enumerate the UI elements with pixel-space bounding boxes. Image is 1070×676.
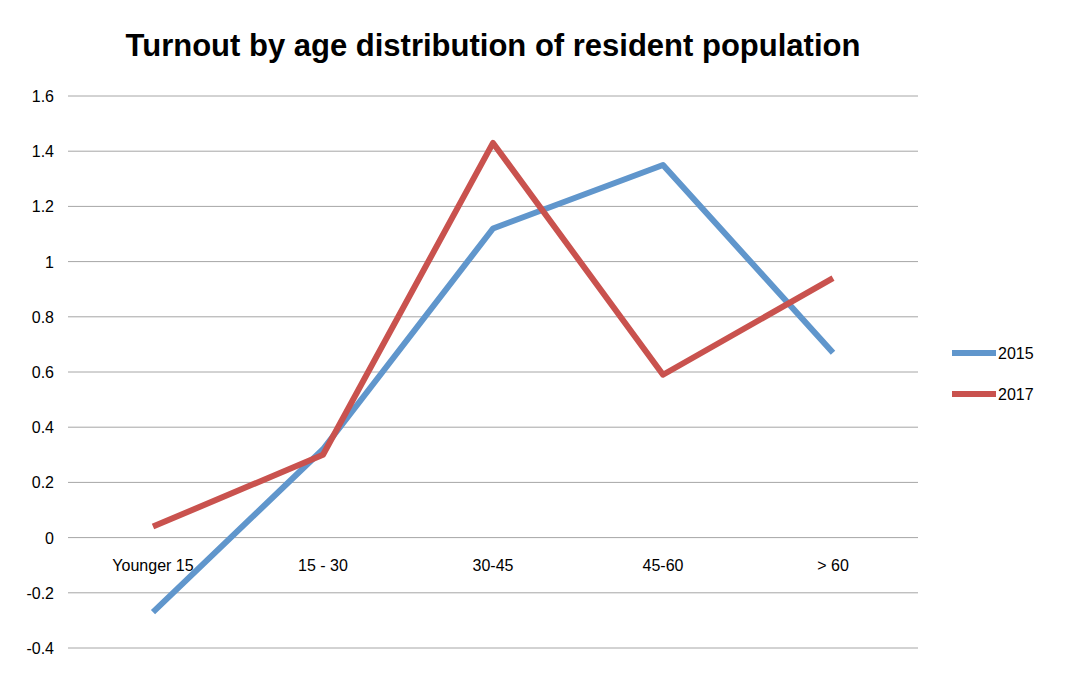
x-tick-label: 30-45 — [473, 557, 514, 574]
y-tick-label: 1.2 — [32, 198, 54, 215]
grid-line — [68, 96, 918, 97]
series-line — [153, 143, 833, 527]
grid-line — [68, 537, 918, 538]
grid-line — [68, 372, 918, 373]
grid-line — [68, 206, 918, 207]
y-tick-label: -0.4 — [26, 640, 54, 657]
y-tick-label: 0.4 — [32, 419, 54, 436]
grid-line — [68, 427, 918, 428]
series-line — [153, 165, 833, 612]
x-tick-label: 45-60 — [643, 557, 684, 574]
grid-line — [68, 316, 918, 317]
grid-line — [68, 648, 918, 649]
plot-area — [153, 143, 833, 612]
grid-line — [68, 261, 918, 262]
legend-label: 2017 — [998, 386, 1034, 403]
x-tick-label: > 60 — [817, 557, 849, 574]
x-tick-label: 15 - 30 — [298, 557, 348, 574]
title: Turnout by age distribution of resident … — [126, 28, 861, 63]
x-tick-label: Younger 15 — [112, 557, 193, 574]
legend-swatch — [952, 350, 996, 356]
grid-line — [68, 151, 918, 152]
y-tick-label: 1.6 — [32, 88, 54, 105]
y-tick-label: -0.2 — [26, 585, 54, 602]
y-tick-label: 0 — [45, 530, 54, 547]
legend-swatch — [952, 391, 996, 397]
y-tick-label: 0.6 — [32, 364, 54, 381]
grid — [68, 96, 918, 648]
y-tick-label: 1.4 — [32, 143, 54, 160]
legend-label: 2015 — [998, 345, 1034, 362]
y-tick-label: 1 — [45, 254, 54, 271]
chart: Turnout by age distribution of resident … — [0, 0, 1070, 676]
y-tick-label: 0.2 — [32, 474, 54, 491]
grid-line — [68, 592, 918, 593]
grid-line — [68, 482, 918, 483]
legend: 2015 2017 — [952, 345, 1034, 403]
y-tick-label: 0.8 — [32, 309, 54, 326]
